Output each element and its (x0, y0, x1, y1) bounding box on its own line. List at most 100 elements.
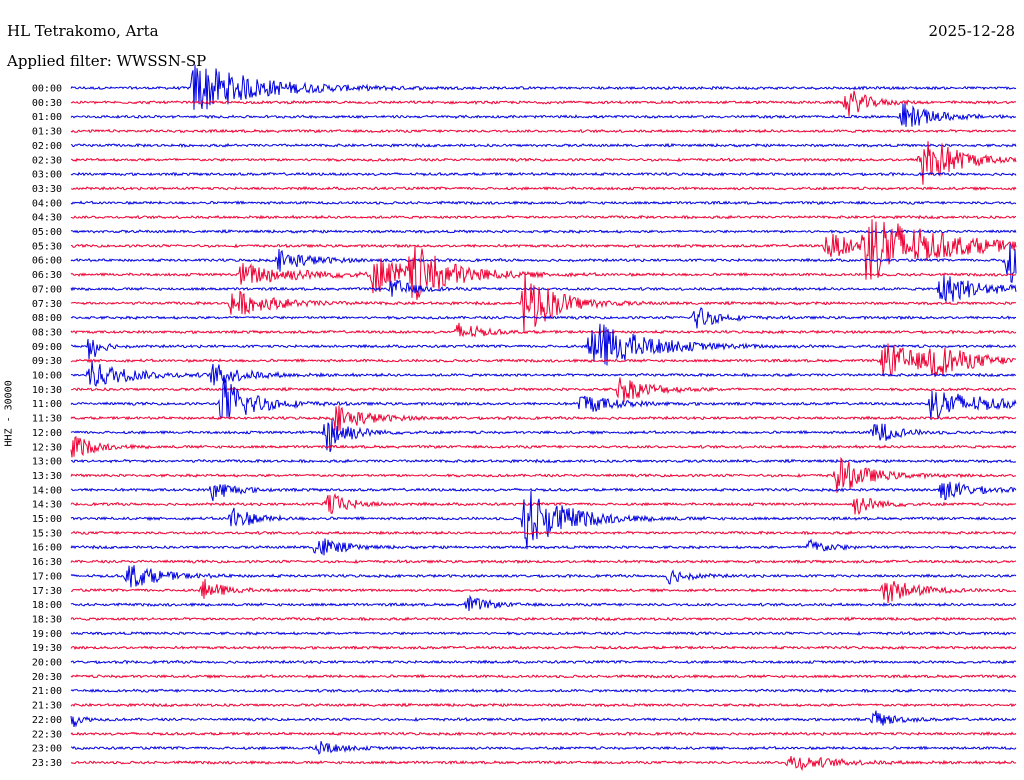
trace-2200 (70, 710, 1017, 728)
trace-1700 (70, 565, 1017, 588)
trace-0000 (70, 64, 1017, 110)
trace-1930 (70, 645, 1017, 651)
time-tick-0800: 08:00 (32, 313, 62, 324)
time-tick-1900: 19:00 (32, 629, 62, 640)
time-tick-0400: 04:00 (32, 198, 62, 209)
time-tick-1200: 12:00 (32, 428, 62, 439)
time-tick-2000: 20:00 (32, 658, 62, 669)
trace-0130 (70, 128, 1017, 134)
trace-0200 (70, 142, 1017, 148)
trace-0300 (70, 171, 1017, 177)
time-tick-0200: 02:00 (32, 141, 62, 152)
trace-0630 (70, 245, 1017, 301)
time-tick-0700: 07:00 (32, 284, 62, 295)
time-tick-1530: 15:30 (32, 528, 62, 539)
time-tick-0530: 05:30 (32, 241, 62, 252)
time-tick-1630: 16:30 (32, 557, 62, 568)
trace-1430 (70, 493, 1017, 516)
time-tick-1800: 18:00 (32, 600, 62, 611)
station-title: HL Tetrakomo, Arta (7, 22, 159, 40)
time-tick-1430: 14:30 (32, 500, 62, 511)
trace-1200 (70, 419, 1017, 453)
trace-1600 (70, 538, 1017, 556)
filter-subtitle: Applied filter: WWSSN-SP (7, 52, 207, 70)
time-tick-0330: 03:30 (32, 184, 62, 195)
time-tick-0830: 08:30 (32, 327, 62, 338)
trace-2100 (70, 688, 1017, 694)
time-tick-0030: 00:30 (32, 98, 62, 109)
trace-1330 (70, 456, 1017, 493)
trace-0500 (70, 228, 1017, 234)
time-tick-2130: 21:30 (32, 701, 62, 712)
time-tick-0230: 02:30 (32, 155, 62, 166)
trace-0900 (70, 323, 1017, 366)
trace-1000 (71, 360, 1017, 387)
time-tick-1400: 14:00 (32, 485, 62, 496)
time-tick-1930: 19:30 (32, 643, 62, 654)
time-tick-1100: 11:00 (32, 399, 62, 410)
time-tick-2200: 22:00 (32, 715, 62, 726)
time-tick-1230: 12:30 (32, 442, 62, 453)
trace-0530 (70, 219, 1017, 280)
time-tick-0630: 06:30 (32, 270, 62, 281)
trace-1400 (70, 481, 1017, 502)
time-tick-2230: 22:30 (32, 729, 62, 740)
time-tick-1030: 10:30 (32, 385, 62, 396)
time-tick-2100: 21:00 (32, 686, 62, 697)
time-tick-1330: 13:30 (32, 471, 62, 482)
trace-0600 (70, 243, 1017, 283)
trace-0330 (70, 185, 1017, 192)
trace-0830 (70, 322, 1017, 338)
trace-1630 (70, 559, 1017, 565)
trace-0800 (70, 306, 1017, 329)
time-tick-1130: 11:30 (32, 414, 62, 425)
trace-1830 (70, 616, 1017, 622)
trace-1800 (70, 594, 1017, 612)
trace-0400 (70, 200, 1017, 206)
trace-0100 (70, 103, 1017, 128)
trace-0430 (70, 214, 1017, 220)
time-tick-0130: 01:30 (32, 127, 62, 138)
trace-0230 (70, 141, 1017, 185)
trace-1300 (70, 458, 1017, 464)
time-tick-1830: 18:30 (32, 614, 62, 625)
time-tick-2330: 23:30 (32, 758, 62, 769)
time-tick-0930: 09:30 (32, 356, 62, 367)
time-tick-0000: 00:00 (32, 84, 62, 95)
trace-0700 (70, 275, 1017, 303)
trace-2030 (70, 673, 1017, 679)
time-tick-1000: 10:00 (32, 371, 62, 382)
trace-1730 (70, 578, 1017, 604)
trace-2230 (70, 731, 1017, 737)
trace-1500 (70, 490, 1017, 550)
time-tick-0900: 09:00 (32, 342, 62, 353)
time-tick-0730: 07:30 (32, 299, 62, 310)
trace-1100 (70, 377, 1017, 420)
trace-1130 (70, 405, 1017, 432)
time-tick-1300: 13:00 (32, 457, 62, 468)
time-tick-1600: 16:00 (32, 543, 62, 554)
trace-1900 (70, 630, 1017, 636)
trace-2000 (70, 659, 1017, 665)
trace-0730 (70, 271, 1017, 333)
time-tick-1700: 17:00 (32, 571, 62, 582)
trace-0030 (70, 90, 1017, 117)
trace-2130 (70, 702, 1017, 708)
trace-0930 (70, 343, 1017, 378)
trace-1530 (70, 530, 1017, 536)
time-tick-0430: 04:30 (32, 213, 62, 224)
time-tick-0300: 03:00 (32, 170, 62, 181)
time-tick-2300: 23:00 (32, 744, 62, 755)
trace-2330 (70, 756, 1017, 772)
time-tick-2030: 20:30 (32, 672, 62, 683)
date-label: 2025-12-28 (928, 22, 1015, 40)
time-tick-labels: 00:00 00:30 01:00 01:30 02:00 02:30 03:00 03:30… (32, 84, 62, 769)
trace-1230 (70, 436, 1017, 458)
seismic-traces (70, 64, 1017, 772)
time-tick-0600: 06:00 (32, 256, 62, 267)
time-tick-1500: 15:00 (32, 514, 62, 525)
time-tick-1730: 17:30 (32, 586, 62, 597)
trace-2300 (70, 741, 1017, 755)
trace-1030 (70, 377, 1017, 403)
